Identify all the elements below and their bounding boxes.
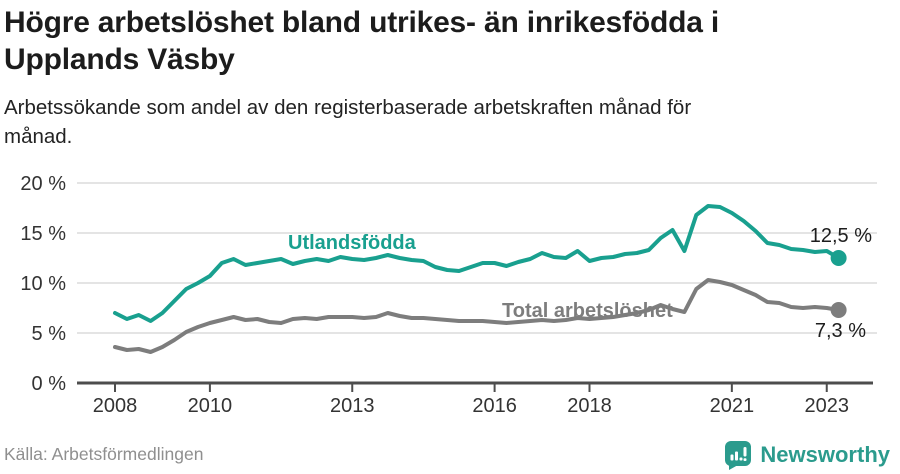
series-label-total-arbetsloshet: Total arbetslöshet <box>502 300 673 322</box>
x-tick-label: 2016 <box>472 395 517 417</box>
end-value-utlandsfodda: 12,5 % <box>809 225 872 247</box>
y-tick-label: 5 % <box>32 323 67 345</box>
end-dot-total-arbetsloshet <box>830 302 847 318</box>
y-tick-label: 10 % <box>20 273 66 295</box>
x-tick-label: 2018 <box>567 395 612 417</box>
x-tick-label: 2021 <box>710 395 755 417</box>
page-title: Högre arbetslöshet bland utrikes- än inr… <box>4 4 894 78</box>
y-tick-label: 0 % <box>32 373 67 395</box>
source-credit: Källa: Arbetsförmedlingen <box>4 444 204 464</box>
x-tick-label: 2008 <box>93 395 138 417</box>
subtitle-line-2: månad. <box>4 125 73 148</box>
end-dot-utlandsfodda <box>830 250 847 266</box>
series-line-total-arbetsloshet <box>113 278 841 354</box>
newsworthy-bubble-icon <box>725 441 752 470</box>
series-label-utlandsfodda: Utlandsfödda <box>288 232 416 254</box>
x-tick-label: 2010 <box>188 395 233 417</box>
chart-subtitle: Arbetssökande som andel av den registerb… <box>4 93 864 151</box>
series-line-utlandsfodda <box>113 204 841 323</box>
y-tick-label: 15 % <box>20 223 66 245</box>
x-tick-label: 2023 <box>805 395 850 417</box>
newsworthy-logo[interactable]: Newsworthy <box>724 440 890 470</box>
x-tick-label: 2013 <box>330 395 375 417</box>
end-value-total-arbetsloshet: 7,3 % <box>814 320 866 342</box>
subtitle-line-1: Arbetssökande som andel av den registerb… <box>4 96 692 119</box>
y-tick-label: 20 % <box>20 173 66 195</box>
newsworthy-logo-text: Newsworthy <box>760 442 890 467</box>
title-line-1: Högre arbetslöshet bland utrikes- än inr… <box>4 6 719 39</box>
title-line-2: Upplands Väsby <box>4 43 235 76</box>
